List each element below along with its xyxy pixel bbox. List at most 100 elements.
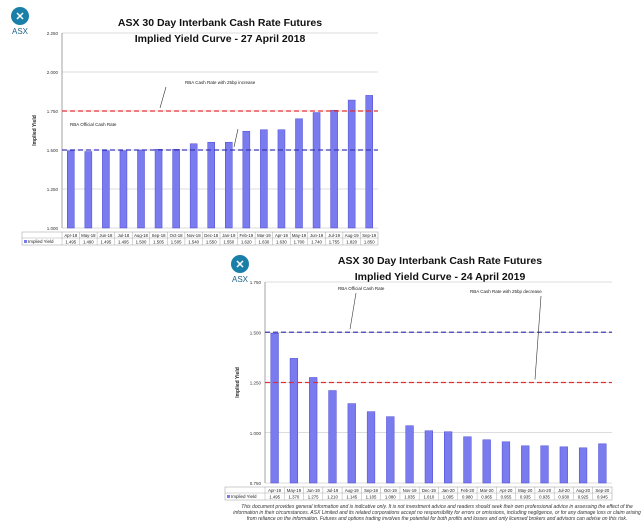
y-axis-label: Implied Yield [235,367,241,398]
bar [277,129,286,229]
x-tick-label: Aug-19 [345,233,359,238]
data-label: 0.945 [597,495,608,500]
x-tick-label: Jun-19 [307,488,321,493]
data-label: 1.035 [404,495,415,500]
x-tick-label: Oct-19 [384,488,398,493]
data-label: 0.980 [462,495,473,500]
data-label: 1.505 [153,240,164,245]
asx-logo-mark: ✕ [15,11,24,23]
y-tick-label: 0.750 [250,481,262,486]
x-tick-label: Sep-19 [364,488,378,493]
data-table [21,231,379,246]
bar [102,150,110,229]
data-label: 1.620 [241,240,252,245]
annotation-arrow [534,295,542,380]
data-label: 1.505 [171,240,182,245]
data-label: 1.210 [327,495,338,500]
y-tick-label: 2.250 [47,31,59,36]
bar [309,377,318,484]
chart-subtitle: Implied Yield Curve - 27 April 2018 [135,33,306,45]
x-tick-label: Feb-19 [240,233,254,238]
x-tick-label: Jun-18 [99,233,113,238]
annotation-arrow [349,292,357,330]
bar [598,443,607,484]
data-label: 1.630 [276,240,287,245]
x-tick-label: Nov-18 [187,233,201,238]
asx-logo-icon [231,255,249,273]
bar [330,109,338,229]
bar [119,150,128,229]
bar [366,411,376,484]
x-tick-label: Jul-20 [558,488,570,493]
x-tick-label: Aug-18 [134,233,148,238]
bar [207,141,215,229]
bar [172,148,180,229]
disclaimer: This document provides general informati… [233,504,641,522]
bar [137,149,145,229]
data-label: 0.935 [539,495,550,500]
data-label: 1.495 [269,495,280,500]
legend-swatch [227,495,230,498]
data-label: 1.105 [366,495,377,500]
x-tick-label: Oct-18 [170,233,184,238]
bar [312,112,321,229]
bar [225,141,233,229]
asx-logo-text: ASX [232,275,249,284]
bar [386,416,395,484]
x-tick-label: Dec-19 [422,488,436,493]
x-tick-label: May-19 [292,233,307,238]
data-label: 0.925 [578,495,589,500]
x-tick-label: Apr-20 [500,488,514,493]
data-label: 1.540 [188,240,199,245]
data-label: 1.630 [259,240,270,245]
data-label: 1.495 [101,240,112,245]
legend-label: Implied Yield [28,239,54,244]
data-label: 1.820 [346,240,357,245]
annotation-label: RBA Cash Rate with 25bp decrease [470,289,542,294]
chart-title: ASX 30 Day Interbank Cash Rate Futures [118,17,322,29]
data-label: 1.755 [329,240,340,245]
y-tick-label: 1.000 [250,431,262,436]
bar [521,445,530,484]
bar [67,150,75,229]
x-tick-label: May-19 [287,488,302,493]
annotation-label: RBA Official Cash Rate [70,122,117,127]
legend-swatch [24,240,27,243]
x-tick-label: Sep-18 [152,233,166,238]
data-table [224,486,613,501]
bar [242,131,251,229]
bar [405,425,414,484]
data-label: 1.275 [308,495,319,500]
bar [482,439,491,484]
x-tick-label: Jun-19 [310,233,324,238]
y-tick-label: 1.250 [250,381,262,386]
y-tick-label: 1.500 [250,330,262,335]
annotation-arrow [233,128,239,148]
y-tick-label: 1.500 [47,148,59,153]
x-tick-label: Sep-19 [362,233,376,238]
asx-logo-icon [11,7,29,25]
x-tick-label: Jul-18 [118,233,130,238]
x-tick-label: Feb-20 [461,488,475,493]
y-tick-label: 1.750 [47,109,59,114]
data-label: 1.145 [346,495,357,500]
x-tick-label: Mar-20 [480,488,494,493]
data-label: 1.010 [423,495,434,500]
annotation-label: RBA Official Cash Rate [338,286,385,291]
data-label: 1.850 [364,240,375,245]
x-tick-label: Apr-18 [64,233,78,238]
x-tick-label: Aug-20 [576,488,590,493]
x-tick-label: Sep-20 [595,488,609,493]
chart-title: ASX 30 Day Interbank Cash Rate Futures [338,255,542,267]
x-tick-label: Apr-19 [268,488,282,493]
data-label: 1.740 [311,240,322,245]
bar [260,129,268,229]
data-label: 1.550 [206,240,217,245]
x-tick-label: Mar-19 [257,233,271,238]
data-label: 1.080 [385,495,396,500]
x-tick-label: Jun-20 [538,488,552,493]
bar [289,358,299,484]
asx-logo-text: ASX [12,27,29,36]
data-label: 1.700 [294,240,305,245]
